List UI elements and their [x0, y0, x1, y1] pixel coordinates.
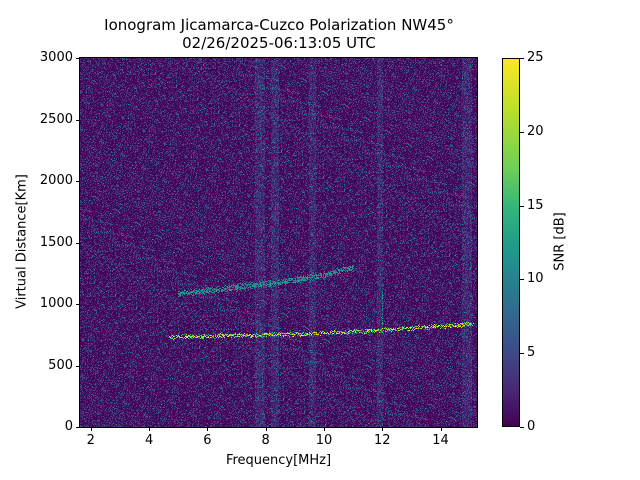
x-tick-label: 12 [373, 433, 391, 448]
y-tick [76, 58, 80, 59]
colorbar-tick-label: 10 [527, 271, 544, 287]
colorbar-tick [520, 427, 524, 428]
colorbar-tick-label: 20 [527, 123, 544, 139]
y-tick-label: 2500 [39, 111, 73, 127]
colorbar-tick-label: 15 [527, 197, 544, 213]
y-tick-label: 2000 [39, 173, 73, 188]
y-tick [76, 304, 80, 305]
x-tick-label: 6 [203, 433, 212, 448]
colorbar [502, 58, 520, 427]
x-tick-label: 4 [144, 433, 154, 448]
colorbar-tick-label: 0 [527, 419, 536, 434]
y-tick-label: 3000 [39, 50, 73, 65]
x-tick-label: 14 [432, 433, 449, 448]
y-axis-label: Virtual Distance[Km] [14, 174, 30, 309]
x-tick-label: 10 [315, 433, 333, 448]
x-tick [207, 427, 209, 431]
colorbar-tick-label: 5 [527, 345, 536, 361]
colorbar-tick [520, 353, 524, 355]
x-tick [90, 427, 92, 431]
x-tick-label: 2 [86, 433, 95, 448]
colorbar-label: SNR [dB] [552, 212, 568, 271]
y-tick-label: 1000 [39, 296, 73, 311]
chart-subtitle: 02/26/2025-06:13:05 UTC [182, 34, 376, 52]
y-tick [76, 365, 80, 367]
y-tick [76, 242, 80, 244]
y-tick [76, 427, 80, 428]
chart-title: Ionogram Jicamarca-Cuzco Polarization NW… [104, 16, 454, 34]
x-tick [323, 427, 325, 431]
colorbar-tick [520, 279, 524, 281]
ionogram-heatmap [80, 58, 477, 427]
x-tick-label: 8 [261, 433, 270, 448]
colorbar-tick [520, 131, 524, 133]
heatmap-canvas [80, 58, 477, 427]
y-tick-label: 1500 [39, 234, 73, 250]
y-tick-label: 500 [48, 357, 73, 373]
colorbar-tick-label: 25 [527, 50, 544, 65]
y-tick [76, 181, 80, 182]
colorbar-tick [520, 58, 524, 59]
colorbar-tick [520, 205, 524, 207]
x-tick [265, 427, 267, 431]
x-axis-label: Frequency[MHz] [225, 453, 332, 468]
x-tick [440, 427, 442, 431]
y-tick [76, 119, 80, 121]
y-tick-label: 0 [64, 419, 73, 434]
x-tick [149, 427, 151, 431]
x-tick [382, 427, 384, 431]
